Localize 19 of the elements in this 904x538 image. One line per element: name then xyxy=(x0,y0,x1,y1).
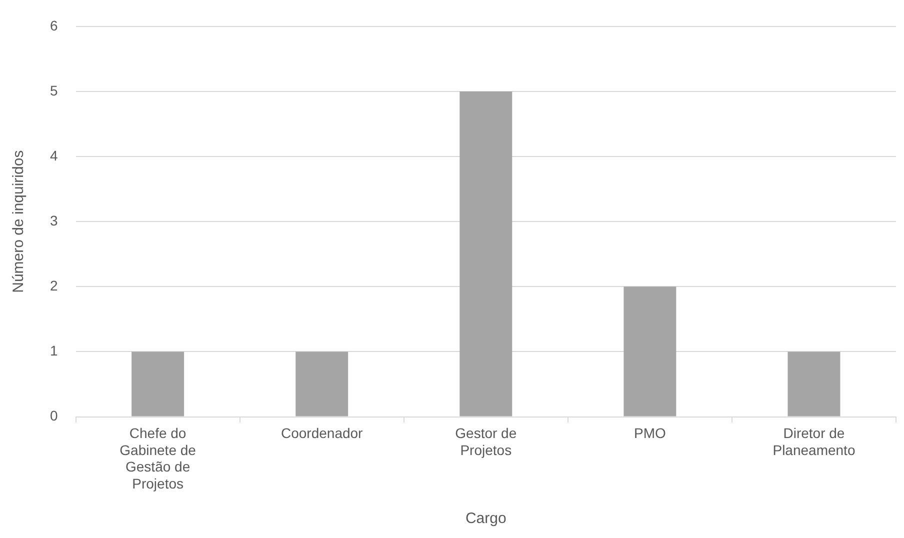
x-tick-label: Gestor de Projetos xyxy=(455,425,517,458)
y-tick-label: 3 xyxy=(50,212,58,228)
bar xyxy=(296,352,348,416)
y-tick-label: 5 xyxy=(50,82,58,98)
x-tick-label: Chefe do Gabinete de Gestão de Projetos xyxy=(120,425,196,492)
x-tick-label: Coordenador xyxy=(280,425,364,442)
bar xyxy=(788,352,840,416)
y-tick-label: 4 xyxy=(50,147,58,164)
x-tick-label: PMO xyxy=(634,425,666,442)
y-tick-label: 0 xyxy=(50,408,58,424)
y-tick-label: 1 xyxy=(50,342,58,359)
bar xyxy=(460,91,512,416)
x-tick-label: Diretor de Planeamento xyxy=(772,425,856,458)
bar xyxy=(624,286,676,416)
bar xyxy=(132,352,184,416)
y-axis-title: Número de inquiridos xyxy=(10,150,28,293)
x-axis-title: Cargo xyxy=(465,510,506,528)
y-tick-label: 6 xyxy=(50,17,58,34)
y-tick-label: 2 xyxy=(50,278,58,294)
